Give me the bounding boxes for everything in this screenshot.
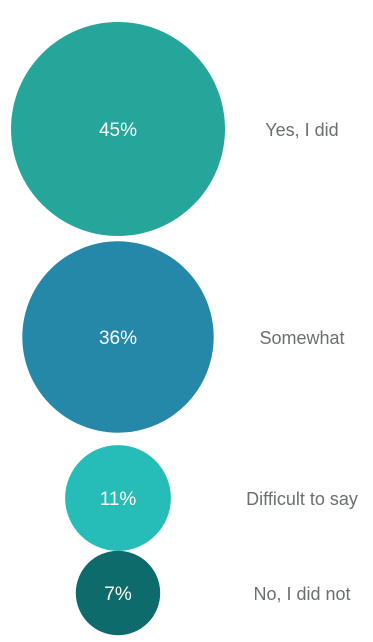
category-label-2: Somewhat <box>259 328 344 348</box>
category-label-4: No, I did not <box>253 584 350 604</box>
value-label-3: 11% <box>100 489 137 510</box>
value-label-4: 7% <box>104 584 132 605</box>
bubble-2 <box>22 241 214 433</box>
category-label-group: Yes, I did Somewhat Difficult to say No, I … <box>246 120 358 604</box>
bubble-1 <box>11 22 225 236</box>
value-label-2: 36% <box>99 328 137 349</box>
bubble-4 <box>75 550 161 636</box>
value-label-group: 45% 36% 11% 7% <box>99 120 137 605</box>
value-label-1: 45% <box>99 120 137 141</box>
category-label-1: Yes, I did <box>265 120 338 140</box>
bubble-3 <box>65 445 171 551</box>
category-label-3: Difficult to say <box>246 489 358 509</box>
bubble-group <box>11 22 225 636</box>
